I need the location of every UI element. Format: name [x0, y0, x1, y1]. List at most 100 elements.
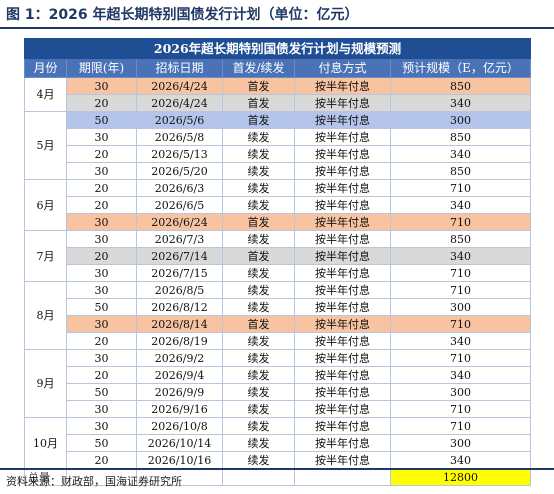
table-row: 50 2026/9/9 续发 按半年付息 300 — [25, 383, 532, 401]
amount-cell: 300 — [389, 298, 532, 316]
date-cell: 2026/5/8 — [136, 128, 223, 146]
table-row: 30 2026/9/16 续发 按半年付息 710 — [25, 400, 532, 418]
table-body: 4月 30 2026/4/24 首发 按半年付息 850 20 2026/4/24 首发 按半年付… — [24, 77, 532, 486]
table-row: 20 2026/10/16 续发 按半年付息 340 — [25, 451, 532, 469]
amount-cell: 710 — [389, 179, 532, 197]
amount-cell: 340 — [389, 332, 532, 350]
issue-type-cell: 续发 — [222, 383, 295, 401]
term-cell: 20 — [66, 145, 137, 163]
issue-type-cell: 续发 — [222, 230, 295, 248]
month-cell: 8月 — [24, 281, 67, 350]
month-cell: 5月 — [24, 111, 67, 180]
term-cell: 50 — [66, 298, 137, 316]
date-cell: 2026/5/6 — [136, 111, 223, 129]
term-cell: 30 — [66, 417, 137, 435]
month-cell: 7月 — [24, 230, 67, 282]
total-empty-cell — [294, 468, 391, 486]
issue-type-cell: 续发 — [222, 451, 295, 469]
table-title: 2026年超长期特别国债发行计划与规模预测 — [23, 38, 532, 59]
interest-cell: 按半年付息 — [294, 111, 391, 129]
term-cell: 20 — [66, 247, 137, 265]
table-row: 20 2026/8/19 续发 按半年付息 340 — [25, 332, 532, 350]
date-cell: 2026/10/16 — [136, 451, 223, 469]
interest-cell: 按半年付息 — [294, 366, 391, 384]
date-cell: 2026/4/24 — [136, 77, 223, 95]
amount-cell: 300 — [389, 383, 532, 401]
bottom-rule — [0, 468, 554, 470]
date-cell: 2026/9/9 — [136, 383, 223, 401]
interest-cell: 按半年付息 — [294, 332, 391, 350]
term-cell: 20 — [66, 366, 137, 384]
col-header-issue-type: 首发/续发 — [222, 58, 295, 78]
amount-cell: 850 — [389, 230, 532, 248]
date-cell: 2026/9/16 — [136, 400, 223, 418]
issue-type-cell: 续发 — [222, 264, 295, 282]
date-cell: 2026/7/14 — [136, 247, 223, 265]
table-row: 5月 50 2026/5/6 首发 按半年付息 300 — [24, 111, 532, 180]
issue-type-cell: 续发 — [222, 196, 295, 214]
date-cell: 2026/7/3 — [136, 230, 223, 248]
date-cell: 2026/6/24 — [136, 213, 223, 231]
issue-type-cell: 续发 — [222, 145, 295, 163]
issue-type-cell: 续发 — [222, 349, 295, 367]
interest-cell: 按半年付息 — [294, 145, 391, 163]
issue-type-cell: 续发 — [222, 162, 295, 180]
interest-cell: 按半年付息 — [294, 264, 391, 282]
col-header-date: 招标日期 — [136, 58, 223, 78]
interest-cell: 按半年付息 — [294, 434, 391, 452]
interest-cell: 按半年付息 — [294, 77, 391, 95]
amount-cell: 340 — [389, 247, 532, 265]
amount-cell: 710 — [389, 400, 532, 418]
term-cell: 50 — [66, 434, 137, 452]
col-header-interest: 付息方式 — [294, 58, 391, 78]
figure-title: 图 1：2026 年超长期特别国债发行计划（单位：亿元） — [6, 7, 359, 23]
issue-type-cell: 首发 — [222, 111, 295, 129]
table-row: 9月 30 2026/9/2 续发 按半年付息 710 — [24, 349, 532, 418]
issue-type-cell: 续发 — [222, 281, 295, 299]
term-cell: 20 — [66, 332, 137, 350]
interest-cell: 按半年付息 — [294, 349, 391, 367]
term-cell: 20 — [66, 451, 137, 469]
term-cell: 50 — [66, 383, 137, 401]
issue-type-cell: 首发 — [222, 315, 295, 333]
term-cell: 30 — [66, 230, 137, 248]
term-cell: 20 — [66, 196, 137, 214]
amount-cell: 710 — [389, 281, 532, 299]
table-row: 30 2026/8/14 首发 按半年付息 710 — [25, 315, 532, 333]
col-header-month: 月份 — [24, 58, 67, 78]
interest-cell: 按半年付息 — [294, 128, 391, 146]
term-cell: 30 — [66, 400, 137, 418]
interest-cell: 按半年付息 — [294, 213, 391, 231]
issue-type-cell: 续发 — [222, 179, 295, 197]
date-cell: 2026/8/14 — [136, 315, 223, 333]
total-empty-cell — [222, 468, 295, 486]
amount-cell: 850 — [389, 77, 532, 95]
term-cell: 30 — [66, 128, 137, 146]
amount-cell: 340 — [389, 366, 532, 384]
term-cell: 30 — [66, 162, 137, 180]
source-note: 资料来源：财政部，国海证券研究所 — [6, 475, 182, 488]
col-header-amount: 预计规模（E，亿元） — [389, 58, 532, 78]
interest-cell: 按半年付息 — [294, 315, 391, 333]
interest-cell: 按半年付息 — [294, 162, 391, 180]
interest-cell: 按半年付息 — [294, 451, 391, 469]
total-label: 总量 — [24, 468, 67, 486]
amount-cell: 340 — [389, 94, 532, 112]
amount-cell: 850 — [389, 162, 532, 180]
date-cell: 2026/4/24 — [136, 94, 223, 112]
amount-cell: 340 — [389, 196, 532, 214]
table-row: 7月 30 2026/7/3 续发 按半年付息 850 — [24, 230, 532, 282]
issue-type-cell: 首发 — [222, 213, 295, 231]
table-row: 20 2026/4/24 首发 按半年付息 340 — [25, 94, 532, 112]
date-cell: 2026/8/19 — [136, 332, 223, 350]
issue-type-cell: 续发 — [222, 332, 295, 350]
amount-cell: 710 — [389, 417, 532, 435]
table-row: 30 2026/5/8 续发 按半年付息 850 — [25, 128, 532, 146]
interest-cell: 按半年付息 — [294, 417, 391, 435]
date-cell: 2026/10/8 — [136, 417, 223, 435]
bond-issuance-table: 2026年超长期特别国债发行计划与规模预测 月份 期限(年) 招标日期 首发/续… — [23, 38, 532, 486]
total-value: 12800 — [389, 468, 532, 486]
issue-type-cell: 首发 — [222, 247, 295, 265]
issue-type-cell: 续发 — [222, 298, 295, 316]
table-row: 4月 30 2026/4/24 首发 按半年付息 850 — [24, 77, 532, 112]
